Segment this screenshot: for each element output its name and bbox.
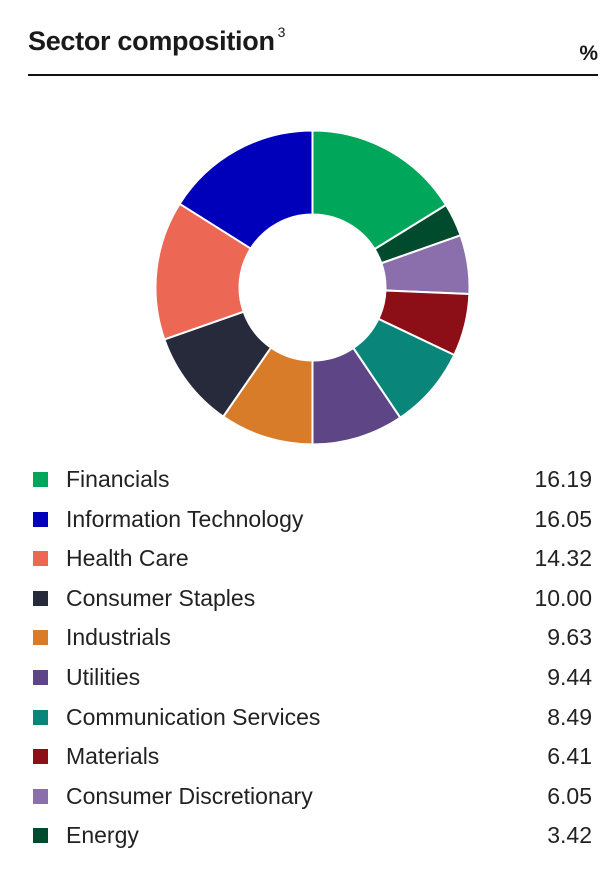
legend-item-utilities: Utilities 9.44 bbox=[30, 658, 592, 698]
legend-value: 6.41 bbox=[547, 743, 592, 770]
donut-slice-financials bbox=[311, 129, 448, 251]
legend-swatch bbox=[33, 749, 48, 765]
legend-item-consumer-discretionary: Consumer Discretionary 6.05 bbox=[30, 777, 592, 817]
legend-value: 14.32 bbox=[534, 545, 592, 572]
legend-value: 9.44 bbox=[547, 663, 592, 690]
legend-item-consumer-staples: Consumer Staples 10.00 bbox=[30, 579, 592, 619]
legend-label: Health Care bbox=[66, 545, 189, 572]
legend-label: Financials bbox=[66, 466, 170, 492]
legend-item-energy: Energy 3.42 bbox=[30, 816, 592, 856]
legend-value: 16.05 bbox=[534, 505, 592, 532]
legend-item-financials: Financials 16.19 bbox=[30, 460, 592, 500]
legend-swatch bbox=[33, 709, 48, 725]
chart-title-text: Sector composition bbox=[28, 26, 275, 56]
legend-value: 10.00 bbox=[534, 584, 592, 611]
legend-value: 16.19 bbox=[534, 466, 592, 492]
legend-label: Utilities bbox=[66, 663, 141, 690]
chart-header: Sector composition 3 % bbox=[28, 22, 598, 76]
unit-label: % bbox=[579, 42, 598, 65]
legend-label: Energy bbox=[66, 822, 139, 849]
legend-swatch bbox=[33, 828, 48, 844]
legend-label: Industrials bbox=[66, 624, 171, 651]
legend-label: Materials bbox=[66, 743, 160, 770]
legend-value: 8.49 bbox=[547, 703, 592, 730]
legend-swatch bbox=[33, 472, 48, 487]
legend-swatch bbox=[33, 551, 48, 567]
legend-item-materials: Materials 6.41 bbox=[30, 737, 592, 777]
legend-value: 6.05 bbox=[547, 782, 592, 809]
legend-label: Information Technology bbox=[66, 505, 304, 532]
legend-value: 9.63 bbox=[547, 624, 592, 651]
legend-item-communication-services: Communication Services 8.49 bbox=[30, 698, 592, 738]
legend-label: Communication Services bbox=[66, 703, 321, 730]
legend-label: Consumer Staples bbox=[66, 584, 256, 611]
legend-swatch bbox=[33, 630, 48, 646]
legend-swatch bbox=[33, 669, 48, 685]
legend-swatch bbox=[33, 590, 48, 606]
legend-item-health-care: Health Care 14.32 bbox=[30, 539, 592, 579]
legend-swatch bbox=[33, 511, 48, 527]
legend-item-information-technology: Information Technology 16.05 bbox=[30, 500, 592, 540]
chart-legend: Financials 16.19 Information Technology 16.… bbox=[30, 460, 592, 856]
legend-value: 3.42 bbox=[547, 822, 592, 849]
donut-chart bbox=[154, 129, 471, 446]
legend-swatch bbox=[33, 788, 48, 804]
chart-title: Sector composition 3 bbox=[28, 24, 286, 57]
legend-item-industrials: Industrials 9.63 bbox=[30, 618, 592, 658]
legend-label: Consumer Discretionary bbox=[66, 782, 313, 809]
title-footnote-marker: 3 bbox=[277, 24, 286, 40]
donut-slice-information-technology bbox=[178, 129, 314, 250]
